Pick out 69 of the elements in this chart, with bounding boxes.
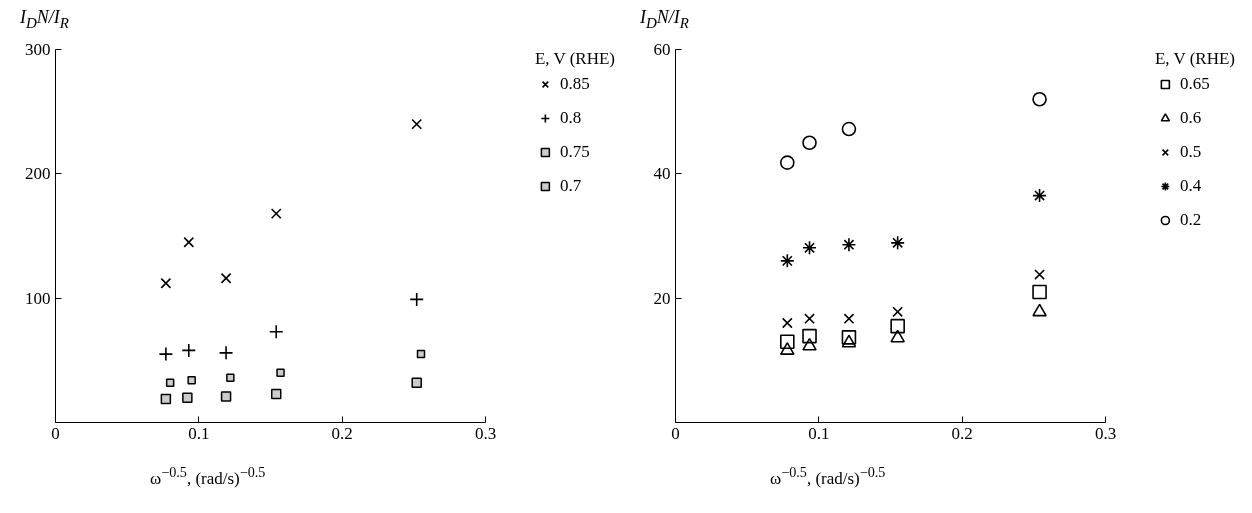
point	[1032, 303, 1047, 317]
point	[843, 313, 855, 325]
x-axis-title: ω$^{−0.5}$, (rad/s)$^{−0.5}$	[770, 463, 886, 490]
point	[270, 208, 282, 220]
point	[416, 349, 426, 359]
point	[781, 317, 793, 329]
point	[780, 334, 795, 349]
point	[841, 121, 857, 137]
legend-label: 0.75	[559, 142, 590, 163]
point	[411, 377, 422, 388]
point	[802, 135, 817, 151]
point	[804, 313, 815, 325]
point	[183, 236, 195, 248]
point	[409, 292, 424, 307]
legend-label: 0.6	[1179, 108, 1202, 129]
point	[841, 330, 857, 345]
point	[841, 334, 857, 348]
y-tick-label: 100	[25, 288, 51, 308]
legend-label: 0.5	[1179, 142, 1202, 163]
point	[802, 328, 817, 344]
y-tick-label: 20	[653, 288, 671, 308]
x-tick-label: 0.3	[1094, 423, 1117, 443]
point	[890, 235, 905, 251]
x-tick-label: 0	[671, 423, 680, 443]
x-axis-title: ω$^{−0.5}$, (rad/s)$^{−0.5}$	[150, 463, 266, 490]
legend-label: 0.65	[1179, 74, 1210, 95]
x-tick-label: 0.2	[951, 423, 973, 443]
y-axis-title: I$_{D}$N/I$_{R}$	[640, 6, 690, 33]
point	[270, 388, 282, 400]
legend-label: 0.85	[559, 74, 590, 95]
x-tick-label: 0.1	[188, 423, 210, 443]
point	[187, 375, 196, 385]
point	[841, 237, 857, 253]
point	[1034, 269, 1045, 280]
legend-label: 0.4	[1179, 176, 1202, 197]
y-tick-label: 40	[653, 164, 671, 184]
legend-title: E, V (RHE)	[1154, 49, 1235, 70]
x-tick-label: 0.3	[474, 423, 497, 443]
legend-title: E, V (RHE)	[534, 49, 615, 70]
point	[890, 329, 905, 343]
y-axis-title: I$_{D}$N/I$_{R}$	[20, 6, 70, 33]
x-tick-label: 0	[51, 423, 60, 443]
point	[276, 368, 285, 378]
legend-label: 0.2	[1179, 210, 1202, 231]
y-tick-label: 200	[25, 164, 51, 184]
point	[780, 155, 795, 170]
point	[802, 337, 817, 351]
legend-label: 0.7	[559, 176, 582, 197]
point	[226, 373, 235, 383]
point	[160, 393, 172, 405]
point	[411, 118, 423, 130]
point	[1032, 91, 1047, 107]
point	[890, 318, 905, 334]
point	[892, 306, 904, 318]
point	[220, 391, 232, 402]
point	[1032, 284, 1047, 300]
point	[780, 253, 795, 269]
point	[220, 272, 232, 284]
point	[182, 392, 193, 403]
point	[1032, 188, 1047, 203]
x-tick-label: 0.1	[808, 423, 830, 443]
y-tick-label: 60	[653, 40, 671, 60]
legend-label: 0.8	[559, 108, 582, 129]
y-tick-label: 300	[25, 40, 51, 60]
point	[780, 342, 795, 355]
point	[160, 277, 172, 289]
point	[165, 378, 175, 387]
point	[802, 240, 817, 256]
x-tick-label: 0.2	[331, 423, 353, 443]
